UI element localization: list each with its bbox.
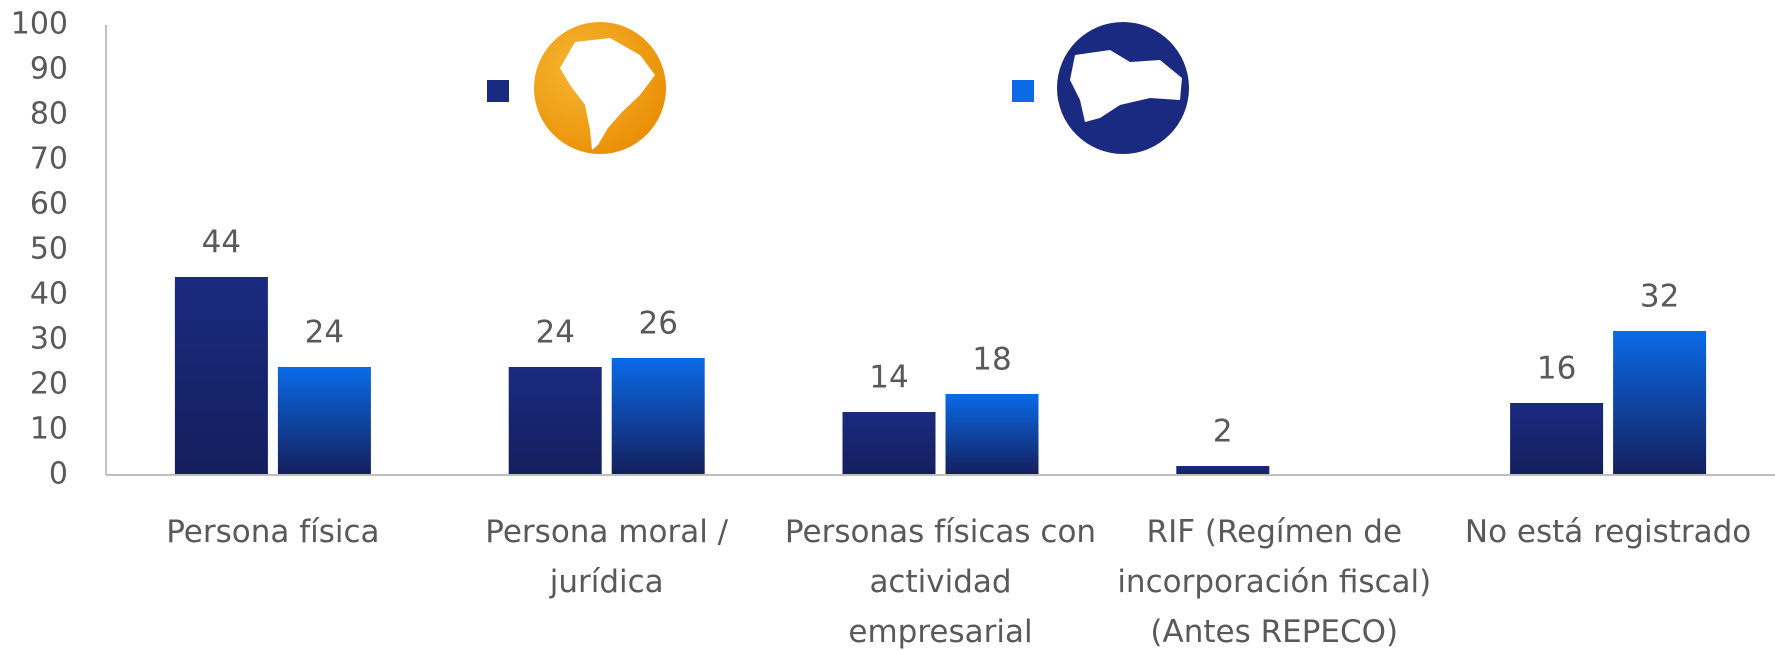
bar xyxy=(1613,331,1707,475)
y-tick-label: 50 xyxy=(30,232,68,267)
bar xyxy=(508,367,602,475)
legend xyxy=(487,22,1189,154)
data-label: 26 xyxy=(638,306,677,342)
bar xyxy=(1176,466,1270,475)
y-tick-label: 80 xyxy=(30,97,68,132)
data-label: 14 xyxy=(869,360,908,396)
y-tick-label: 20 xyxy=(30,367,68,402)
legend-marker xyxy=(487,80,509,102)
bar xyxy=(174,277,268,475)
bar xyxy=(611,358,705,475)
bar xyxy=(945,394,1039,475)
legend-marker xyxy=(1012,80,1034,102)
y-tick-label: 40 xyxy=(30,277,68,312)
y-tick-label: 90 xyxy=(30,52,68,87)
bar xyxy=(842,412,936,475)
x-tick-label: No está registrado xyxy=(1464,514,1752,550)
x-tick-label: RIF (Regímen de incorporación fiscal) (A… xyxy=(1117,514,1432,650)
data-label: 32 xyxy=(1640,279,1679,315)
data-label: 44 xyxy=(202,225,241,261)
y-tick-label: 0 xyxy=(49,457,68,492)
data-label: 24 xyxy=(305,315,344,351)
y-tick-label: 100 xyxy=(11,7,68,42)
y-tick-label: 60 xyxy=(30,187,68,222)
data-label: 18 xyxy=(972,342,1011,378)
data-label: 16 xyxy=(1537,351,1576,387)
legend-icon-map xyxy=(1070,50,1182,122)
bar xyxy=(277,367,371,475)
bar xyxy=(1510,403,1604,475)
x-tick-label: Persona moral / jurídica xyxy=(485,514,729,600)
x-tick-label: Personas físicas con actividad empresari… xyxy=(784,514,1097,650)
y-tick-label: 10 xyxy=(30,412,68,447)
data-label: 24 xyxy=(535,315,574,351)
y-tick-label: 30 xyxy=(30,322,68,357)
legend-icon-map xyxy=(560,38,655,150)
y-tick-label: 70 xyxy=(30,142,68,177)
data-label: 2 xyxy=(1213,414,1233,450)
x-tick-label: Persona física xyxy=(166,514,380,550)
